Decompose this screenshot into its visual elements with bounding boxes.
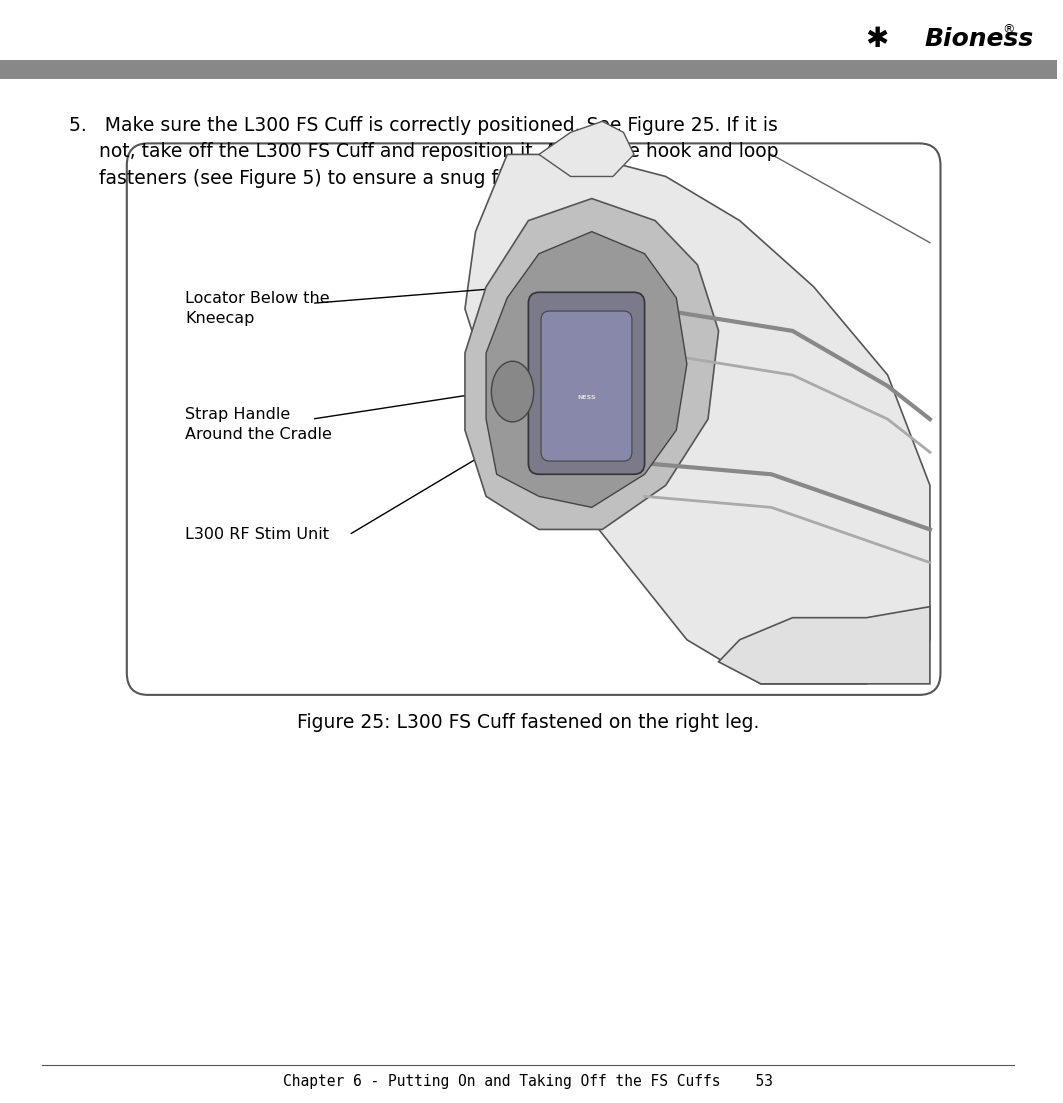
Text: NESS: NESS — [577, 395, 595, 399]
Text: Locator Below the
Kneecap: Locator Below the Kneecap — [185, 291, 330, 326]
Text: ®: ® — [1001, 23, 1014, 36]
Text: L300 RF Stim Unit: L300 RF Stim Unit — [185, 527, 328, 543]
Polygon shape — [465, 199, 719, 529]
Text: Strap Handle
Around the Cradle: Strap Handle Around the Cradle — [185, 407, 332, 442]
FancyBboxPatch shape — [0, 60, 1057, 79]
Text: ✱: ✱ — [865, 24, 889, 53]
Polygon shape — [719, 607, 930, 684]
Ellipse shape — [491, 362, 534, 421]
Text: Chapter 6 - Putting On and Taking Off the FS Cuffs    53: Chapter 6 - Putting On and Taking Off th… — [284, 1073, 774, 1089]
Polygon shape — [486, 232, 687, 507]
FancyBboxPatch shape — [126, 143, 941, 695]
Polygon shape — [465, 154, 930, 684]
FancyBboxPatch shape — [541, 311, 631, 461]
Polygon shape — [539, 121, 634, 176]
FancyBboxPatch shape — [528, 292, 644, 474]
Text: Figure 25: L300 FS Cuff fastened on the right leg.: Figure 25: L300 FS Cuff fastened on the … — [298, 713, 760, 732]
Text: 5.   Make sure the L300 FS Cuff is correctly positioned. See Figure 25. If it is: 5. Make sure the L300 FS Cuff is correct… — [69, 116, 778, 188]
Text: Bioness: Bioness — [925, 26, 1034, 51]
